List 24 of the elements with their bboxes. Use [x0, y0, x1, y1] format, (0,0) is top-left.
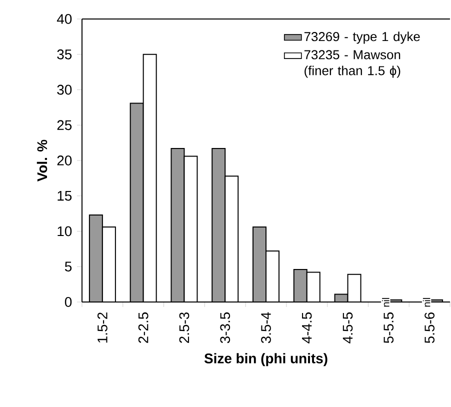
annotation: nil: [382, 298, 390, 307]
y-tick-label: 5: [64, 262, 72, 272]
y-tick-label: 0: [64, 297, 72, 307]
y-tick-label: 15: [58, 191, 72, 201]
y-tick-label: 25: [57, 120, 72, 130]
y-tick-label: 35: [57, 49, 72, 60]
x-tick-label: 5.5-6: [424, 312, 434, 344]
x-tick-label: 4.5-5: [342, 312, 353, 344]
x-tick-label: 3.5-4: [261, 312, 271, 344]
y-tick-label: 40: [56, 14, 72, 24]
x-tick-label: 4-4.5: [302, 312, 312, 344]
legend-label: 73235 - Mawson (finer than 1.5 ϕ): [304, 50, 400, 78]
x-tick-label: 1.5-2: [97, 312, 108, 343]
x-tick-label: 2.5-3: [179, 312, 190, 343]
y-tick-label: 20: [57, 156, 72, 166]
y-tick-label: 30: [57, 84, 72, 95]
x-tick-label: 5-5.5: [384, 312, 394, 344]
x-axis-title: Size bin (phi units): [204, 353, 328, 366]
annotation: nil: [422, 298, 430, 307]
y-tick-label: 10: [58, 226, 72, 236]
x-tick-label: 3-3.5: [220, 312, 230, 344]
y-axis-title: Vol. %: [36, 140, 48, 182]
x-tick-label: 2-2.5: [138, 312, 148, 343]
legend-label: 73269 - type 1 dyke: [304, 32, 420, 44]
